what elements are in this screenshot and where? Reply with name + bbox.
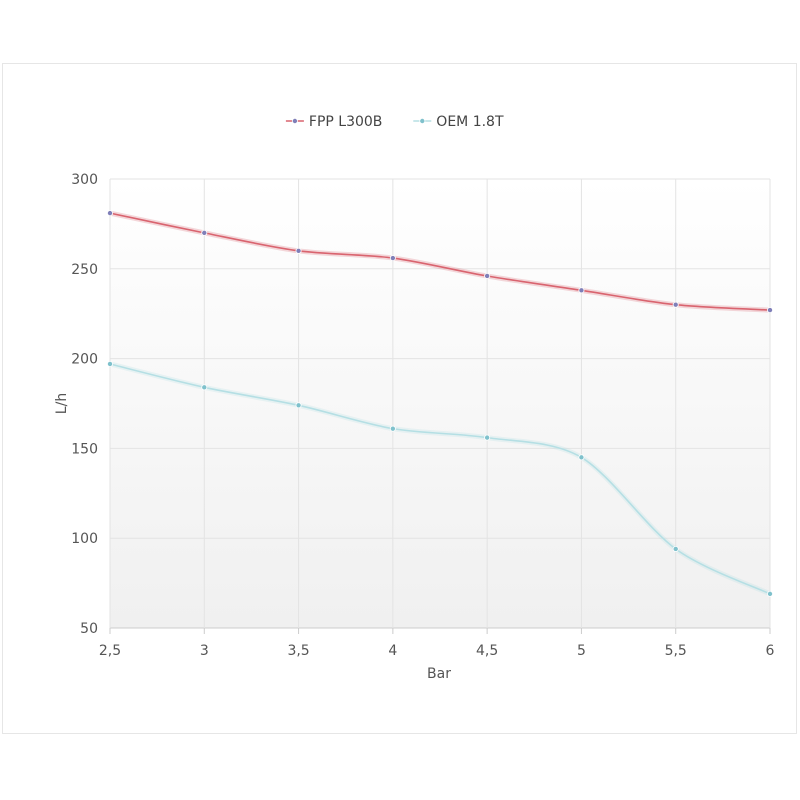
y-tick-label: 50: [80, 621, 98, 637]
data-point: [672, 301, 679, 308]
data-point: [484, 272, 491, 279]
y-tick-label: 150: [71, 441, 98, 457]
x-tick-label: 3,5: [287, 643, 309, 659]
legend: FPP L300B OEM 1.8T: [285, 114, 504, 130]
y-tick-label: 100: [71, 531, 98, 547]
x-tick-label: 3: [200, 643, 209, 659]
data-point: [484, 434, 491, 441]
data-point: [295, 402, 302, 409]
x-tick-label: 4,5: [476, 643, 498, 659]
x-tick-label: 5: [577, 643, 586, 659]
legend-item-1: FPP L300B: [285, 114, 383, 130]
data-point: [295, 247, 302, 254]
legend-label: FPP L300B: [309, 114, 383, 130]
data-point: [201, 384, 208, 391]
data-point: [201, 229, 208, 236]
x-tick-label: 4: [388, 643, 397, 659]
data-point: [672, 545, 679, 552]
axes: 50 100 150 200 250 300 2,5 3 3,5 4 4,5 5 5,5 6 Bar L/h: [54, 172, 775, 682]
data-point: [107, 360, 114, 367]
data-point: [107, 210, 114, 217]
x-tick-label: 5,5: [665, 643, 687, 659]
data-point: [578, 287, 585, 294]
data-point: [767, 307, 774, 314]
y-axis-title: L/h: [54, 393, 70, 414]
y-tick-label: 300: [71, 172, 98, 188]
legend-marker: [291, 118, 298, 125]
y-tick-label: 200: [71, 352, 98, 368]
series-2: [107, 360, 774, 597]
data-point: [767, 590, 774, 597]
x-tick-label: 6: [766, 643, 775, 659]
x-tick-label: 2,5: [99, 643, 121, 659]
x-axis-title: Bar: [427, 666, 451, 682]
series-line: [109, 212, 771, 311]
series-layer: [107, 210, 774, 597]
data-point: [389, 255, 396, 262]
data-point: [389, 425, 396, 432]
series-line: [109, 363, 771, 595]
legend-label: OEM 1.8T: [436, 114, 504, 130]
plot-area: [110, 179, 770, 628]
legend-marker: [419, 118, 426, 125]
data-point: [578, 454, 585, 461]
y-tick-label: 250: [71, 262, 98, 278]
series-1: [107, 210, 774, 314]
legend-item-2: OEM 1.8T: [413, 114, 504, 130]
